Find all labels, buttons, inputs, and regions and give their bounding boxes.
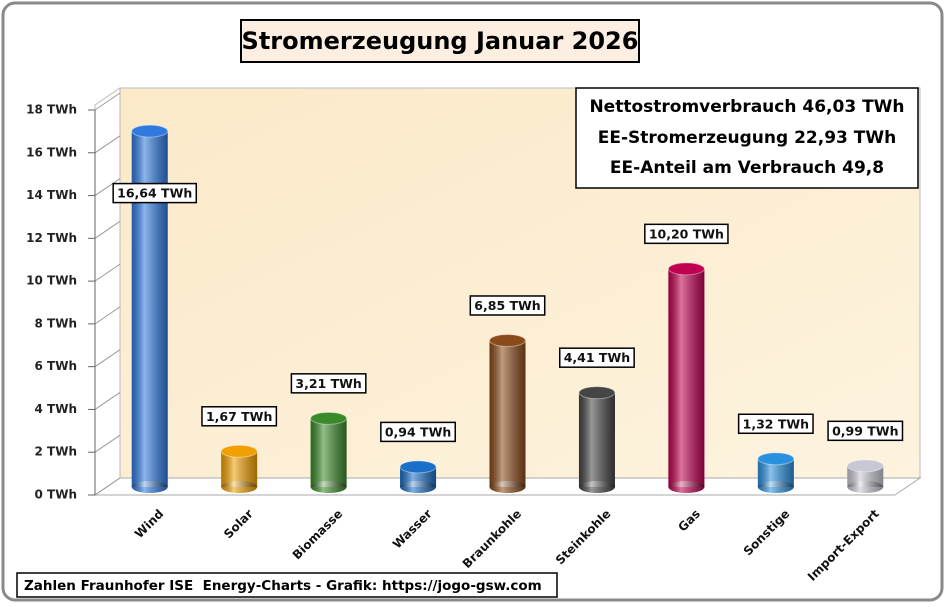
side-grid-line <box>94 306 121 325</box>
bar-group <box>310 411 348 493</box>
annotation: EE-Anteil am Verbrauch 49,8 <box>610 158 884 178</box>
y-tick-label: 8 TWh <box>35 316 78 330</box>
bar-top <box>489 333 526 347</box>
info-box <box>575 87 919 189</box>
bar-shade <box>668 268 705 487</box>
bar-group <box>757 452 795 493</box>
bar-shade <box>578 392 615 487</box>
bar-group <box>578 386 616 493</box>
side-grid-line <box>94 477 121 496</box>
side-grid-line <box>94 178 121 196</box>
side-grid-line <box>94 92 121 111</box>
y-tick-label: 12 TWh <box>26 231 77 245</box>
side-wall <box>94 87 121 496</box>
value-label: 16,64 TWh <box>117 186 192 201</box>
bar-group <box>667 262 705 493</box>
bar-group <box>131 124 169 493</box>
value-label-box <box>737 413 814 435</box>
value-label: 3,21 TWh <box>295 376 361 391</box>
value-label-box <box>380 421 457 443</box>
chart-title: Stromerzeugung Januar 2026 <box>242 27 639 55</box>
bar-top <box>757 452 795 466</box>
y-tick-label: 10 TWh <box>26 274 77 288</box>
bar-top <box>310 411 348 425</box>
y-tick-label: 14 TWh <box>26 188 77 202</box>
bar-base-shade <box>310 481 347 493</box>
value-label: 10,20 TWh <box>649 226 724 241</box>
bar-base-shade <box>847 481 884 493</box>
title-box <box>240 19 640 63</box>
side-grid-line <box>94 434 121 453</box>
value-label-box <box>201 406 278 427</box>
bar-base-shade <box>221 481 258 493</box>
bar-base-shade <box>489 481 526 493</box>
bar-shade <box>310 418 347 487</box>
source: Zahlen Fraunhofer ISE Energy-Charts - Gr… <box>24 578 542 594</box>
bar-group <box>399 460 437 493</box>
annotation: EE-Stromerzeugung 22,93 TWh <box>598 128 896 148</box>
y-tick-label: 6 TWh <box>35 359 78 373</box>
y-tick-label: 4 TWh <box>35 402 78 416</box>
value-label: 1,67 TWh <box>206 409 272 424</box>
value-label: 0,99 TWh <box>832 423 898 438</box>
side-grid-line <box>94 392 121 410</box>
bar-base-shade <box>668 481 705 493</box>
bar-top <box>667 262 705 276</box>
value-label: 1,32 TWh <box>743 416 809 431</box>
bar-base-shade <box>131 481 168 493</box>
value-label-box <box>469 295 546 316</box>
y-tick-label: 0 TWh <box>35 488 78 502</box>
bar-top <box>578 386 616 400</box>
bar-shade <box>489 340 526 487</box>
value-label-box <box>290 373 367 394</box>
bar-group <box>846 459 884 493</box>
side-grid-line <box>94 263 121 282</box>
annotation: Nettostromverbrauch 46,03 TWh <box>589 97 904 117</box>
bar-base-shade <box>757 481 794 493</box>
y-tick-label: 18 TWh <box>26 103 77 117</box>
bar-top <box>846 459 884 473</box>
value-label: 4,41 TWh <box>564 350 630 365</box>
bar-base-shade <box>578 481 615 493</box>
bar-base-shade <box>400 481 437 493</box>
value-label: 0,94 TWh <box>385 424 451 439</box>
bar-shade <box>847 465 884 487</box>
side-grid-line <box>94 220 121 239</box>
bar-top <box>220 444 258 458</box>
y-tick-label: 16 TWh <box>26 145 77 159</box>
bar-group <box>489 333 526 493</box>
value-label-box <box>112 182 198 204</box>
side-grid-line <box>94 349 121 368</box>
y-tick-label: 2 TWh <box>35 445 78 459</box>
value-label-box <box>827 420 904 442</box>
bar-top <box>131 124 169 138</box>
bar-group <box>220 444 258 493</box>
value-label-box <box>558 347 635 368</box>
value-label: 6,85 TWh <box>474 298 540 313</box>
source-box <box>16 572 558 598</box>
value-label-box <box>644 223 729 245</box>
bar-top <box>399 460 437 474</box>
side-grid-line <box>94 135 121 154</box>
